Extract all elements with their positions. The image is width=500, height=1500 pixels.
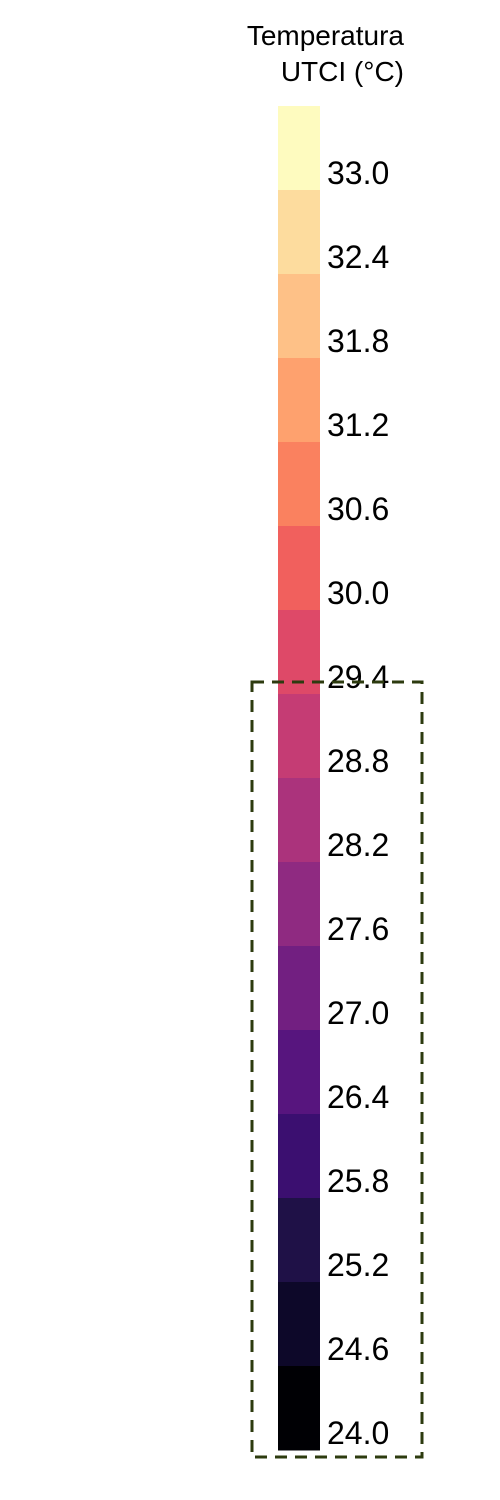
colorbar-tick-label: 25.8: [327, 1163, 389, 1199]
colorbar-tick-label: 24.0: [327, 1415, 389, 1451]
colorbar-swatch: [278, 1366, 320, 1451]
colorbar-swatch: [278, 106, 320, 191]
colorbar-tick-label: 25.2: [327, 1247, 389, 1283]
colorbar-tick-label: 27.6: [327, 911, 389, 947]
colorbar-tick-label: 28.8: [327, 743, 389, 779]
colorbar-tick-label: 28.2: [327, 827, 389, 863]
colorbar-tick-label: 30.0: [327, 575, 389, 611]
colorbar-swatch: [278, 274, 320, 359]
colorbar-tick-labels: 33.0 32.4 31.8 31.2 30.6 30.0 29.4 28.8 28.2 27.6…: [327, 155, 389, 1451]
colorbar-swatch: [278, 1030, 320, 1115]
colorbar-swatch: [278, 778, 320, 863]
colorbar-swatch: [278, 190, 320, 275]
colorbar-tick-label: 27.0: [327, 995, 389, 1031]
colorbar-swatch: [278, 610, 320, 695]
colorbar-swatches: [278, 106, 320, 1451]
colorbar-swatch: [278, 442, 320, 527]
colorbar-swatch: [278, 1198, 320, 1283]
colorbar-tick-label: 31.2: [327, 407, 389, 443]
colorbar-swatch: [278, 1114, 320, 1199]
colorbar-swatch: [278, 946, 320, 1031]
colorbar-swatch: [278, 1282, 320, 1367]
legend-title-line-1: Temperatura: [246, 20, 404, 51]
colorbar-tick-label: 26.4: [327, 1079, 389, 1115]
legend-title: Temperatura UTCI (°C): [247, 18, 404, 90]
colorbar-tick-label: 32.4: [327, 239, 389, 275]
colorbar-tick-label: 33.0: [327, 155, 389, 191]
colorbar-swatch: [278, 694, 320, 779]
colorbar-tick-label: 31.8: [327, 323, 389, 359]
colorbar-tick-label: 29.4: [327, 659, 389, 695]
colorbar-tick-label: 30.6: [327, 491, 389, 527]
legend-title-line-2: UTCI (°C): [280, 56, 404, 87]
highlight-box: [250, 680, 424, 1459]
colorbar-swatch: [278, 862, 320, 947]
colorbar-tick-label: 24.6: [327, 1331, 389, 1367]
colorbar-swatch: [278, 358, 320, 443]
colorbar-swatch: [278, 526, 320, 611]
